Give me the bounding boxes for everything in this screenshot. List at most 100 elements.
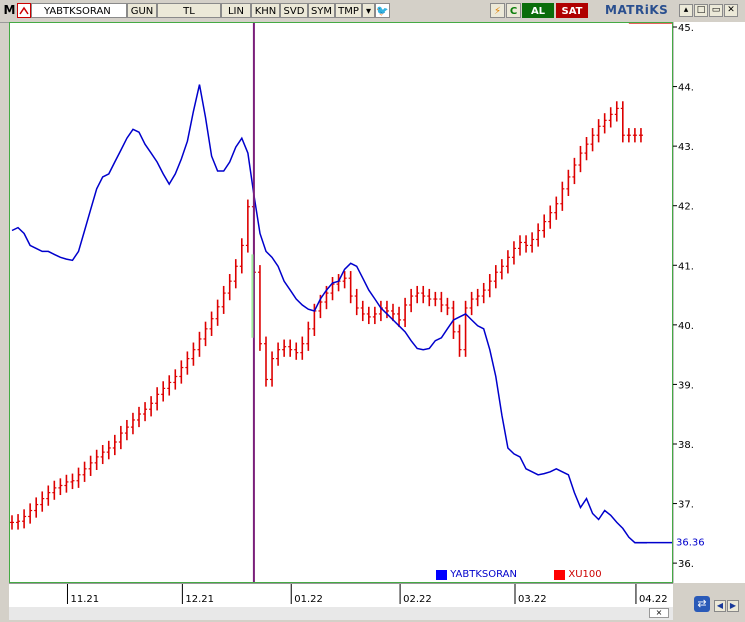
price-tick-label: 36. xyxy=(678,559,694,570)
xu100-bar xyxy=(173,369,178,390)
xu100-bar xyxy=(130,412,135,435)
sell-button[interactable]: SAT xyxy=(556,3,588,18)
xu100-bar xyxy=(276,342,281,366)
xu100-bar xyxy=(596,119,601,143)
xu100-bar xyxy=(433,291,438,307)
svd-button[interactable]: SVD xyxy=(280,3,308,18)
minimize-icon[interactable]: ▴ xyxy=(679,4,693,17)
xu100-bar xyxy=(179,360,184,384)
scale-selector[interactable]: LIN xyxy=(221,3,251,18)
xu100-bar xyxy=(215,299,220,326)
date-axis-svg: 11.21 12.21 01.22 02.22 03.22 04.22 xyxy=(66,584,668,605)
xu100-bar xyxy=(427,288,432,307)
legend-label-xu: XU100 xyxy=(568,569,602,580)
price-tick-label: 44. xyxy=(678,83,694,94)
xu100-bar xyxy=(578,145,583,173)
xu100-bar xyxy=(602,113,607,134)
date-tick-label: 02.22 xyxy=(403,594,432,605)
xu100-bar xyxy=(118,425,123,450)
xu100-bar xyxy=(439,291,444,313)
xu100-bar xyxy=(191,342,196,366)
buy-button[interactable]: AL xyxy=(522,3,554,18)
xu100-bar xyxy=(463,300,468,357)
xu100-bar xyxy=(548,205,553,229)
legend-label-yab: YABTKSORAN xyxy=(450,569,517,580)
xu100-bar xyxy=(28,503,33,524)
scroll-left-icon[interactable]: ◀ xyxy=(714,600,726,612)
restore-icon[interactable]: □ xyxy=(694,4,708,17)
price-tick-label: 39. xyxy=(678,380,694,391)
xu100-bar xyxy=(149,396,154,417)
xu100-bar xyxy=(524,235,529,253)
xu100-bar xyxy=(64,474,69,493)
maximize-icon[interactable]: ▭ xyxy=(709,4,723,17)
xu100-bar xyxy=(22,509,27,529)
xu100-bar xyxy=(233,259,238,289)
scroll-right-icon[interactable]: ▶ xyxy=(727,600,739,612)
xu100-bar xyxy=(518,235,522,256)
xu100-bar xyxy=(161,381,166,402)
xu100-bar xyxy=(511,241,516,265)
xu100-bar xyxy=(239,238,244,274)
xu100-bar xyxy=(505,250,510,274)
xu100-bar xyxy=(378,300,383,322)
xu100-bar xyxy=(638,128,643,143)
lightning-icon[interactable]: ⚡ xyxy=(490,3,505,18)
dropdown-icon[interactable]: ▾ xyxy=(362,3,375,18)
sym-button[interactable]: SYM xyxy=(308,3,335,18)
scroll-thumb[interactable]: × xyxy=(649,608,669,618)
symbol-icon[interactable] xyxy=(17,3,31,18)
refresh-button[interactable]: C xyxy=(506,3,521,18)
tmp-button[interactable]: TMP xyxy=(335,3,362,18)
legend: YABTKSORAN XU100 xyxy=(436,569,602,582)
currency-selector[interactable]: TL xyxy=(157,3,221,18)
xu100-bar xyxy=(203,321,208,347)
xu100-bar xyxy=(46,485,51,506)
xu100-bar xyxy=(560,181,565,211)
date-tick-label: 12.21 xyxy=(185,594,214,605)
xu100-bar xyxy=(155,387,160,411)
xu100-bar xyxy=(397,306,402,328)
xu100-bar xyxy=(264,336,268,387)
xu100-bar xyxy=(143,402,148,422)
yabtksoran-line xyxy=(11,84,647,544)
horizontal-scrollbar[interactable]: × xyxy=(9,607,673,620)
xu100-bar xyxy=(415,285,420,304)
brand-logo: MATRiKS xyxy=(605,3,669,17)
xu100-bar xyxy=(554,196,559,220)
symbol-field[interactable]: YABTKSORAN xyxy=(31,3,127,18)
xu100-bar xyxy=(469,291,474,316)
xu100-bar xyxy=(342,271,347,289)
date-tick-label: 11.21 xyxy=(70,594,99,605)
xu100-bar xyxy=(282,339,287,357)
xu100-bar xyxy=(306,321,311,351)
twitter-icon[interactable]: 🐦 xyxy=(375,3,390,18)
xu100-bar xyxy=(348,271,353,304)
xu100-bar xyxy=(270,351,275,387)
xu100-bar xyxy=(584,137,589,161)
xu100-bar xyxy=(330,277,335,301)
xu100-bar xyxy=(626,128,631,143)
price-tick-label: 43. xyxy=(678,142,694,153)
xu100-bar xyxy=(572,157,577,185)
chart-plot-area[interactable] xyxy=(9,22,673,583)
xu100-bar xyxy=(245,199,250,253)
xu100-bar xyxy=(457,324,462,357)
date-tick-label: 03.22 xyxy=(518,594,547,605)
legend-swatch-xu xyxy=(554,570,566,580)
event-highlight xyxy=(251,254,254,338)
xu100-bar xyxy=(403,297,408,328)
xu100-bar xyxy=(34,497,39,518)
period-selector[interactable]: GUN xyxy=(127,3,157,18)
price-tick-label: 45. xyxy=(678,23,694,34)
last-value-label: 36.36 xyxy=(676,538,705,549)
price-tick-label: 40. xyxy=(678,321,694,332)
xu100-bar xyxy=(167,375,172,396)
sync-icon[interactable]: ⇄ xyxy=(694,596,710,612)
matriks-logo[interactable]: M xyxy=(3,3,16,18)
xu100-bar xyxy=(94,449,99,471)
xu100-bar xyxy=(614,101,619,122)
khn-button[interactable]: KHN xyxy=(251,3,280,18)
close-icon[interactable]: ✕ xyxy=(724,4,738,17)
xu100-bar xyxy=(106,440,111,460)
